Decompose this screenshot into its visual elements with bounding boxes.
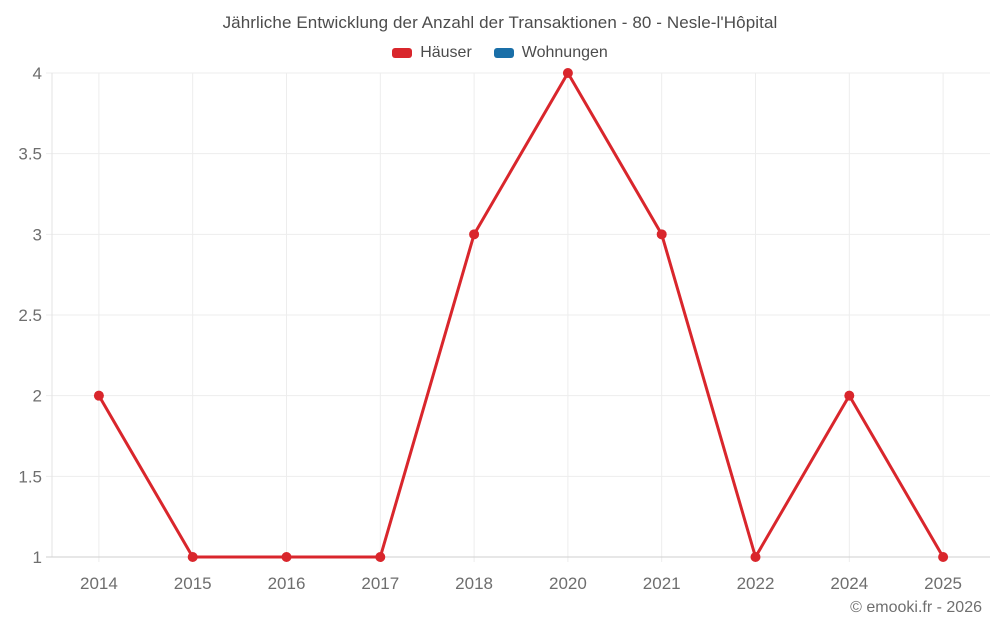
data-point[interactable] [281, 552, 292, 562]
data-point[interactable] [469, 229, 480, 240]
data-point[interactable] [187, 552, 198, 562]
x-axis-label: 2024 [830, 574, 868, 593]
y-axis-label: 2.5 [18, 306, 42, 325]
y-axis-label: 3.5 [18, 145, 42, 164]
legend-swatch-haeuser [392, 48, 413, 58]
x-axis-label: 2017 [361, 574, 399, 593]
y-axis-label: 3 [33, 225, 42, 244]
data-point[interactable] [562, 68, 573, 78]
x-axis-label: 2016 [268, 574, 306, 593]
x-axis-label: 2020 [549, 574, 587, 593]
legend: Häuser Wohnungen [0, 44, 1000, 62]
y-axis-label: 2 [33, 387, 42, 406]
x-axis-label: 2025 [924, 574, 962, 593]
legend-swatch-wohnungen [493, 48, 514, 58]
data-point[interactable] [750, 552, 761, 562]
y-axis-label: 1 [33, 548, 42, 567]
x-axis-label: 2015 [174, 574, 212, 593]
legend-label-haeuser: Häuser [420, 44, 472, 61]
data-point[interactable] [375, 552, 386, 562]
data-point[interactable] [938, 552, 949, 562]
y-axis-label: 4 [33, 64, 42, 83]
legend-item-haeuser[interactable]: Häuser [392, 44, 472, 62]
data-point[interactable] [844, 390, 855, 401]
legend-item-wohnungen[interactable]: Wohnungen [493, 44, 608, 62]
legend-label-wohnungen: Wohnungen [521, 44, 608, 61]
series-line-häuser [97, 71, 945, 559]
y-axis-label: 1.5 [18, 467, 42, 486]
x-axis-label: 2014 [80, 574, 118, 593]
chart-title: Jährliche Entwicklung der Anzahl der Tra… [222, 13, 778, 32]
x-axis-label: 2018 [455, 574, 493, 593]
copyright-text: © emooki.fr - 2026 [850, 599, 982, 616]
data-point[interactable] [656, 229, 667, 240]
data-point[interactable] [93, 390, 104, 401]
x-axis-label: 2022 [737, 574, 775, 593]
x-axis-label: 2021 [643, 574, 681, 593]
